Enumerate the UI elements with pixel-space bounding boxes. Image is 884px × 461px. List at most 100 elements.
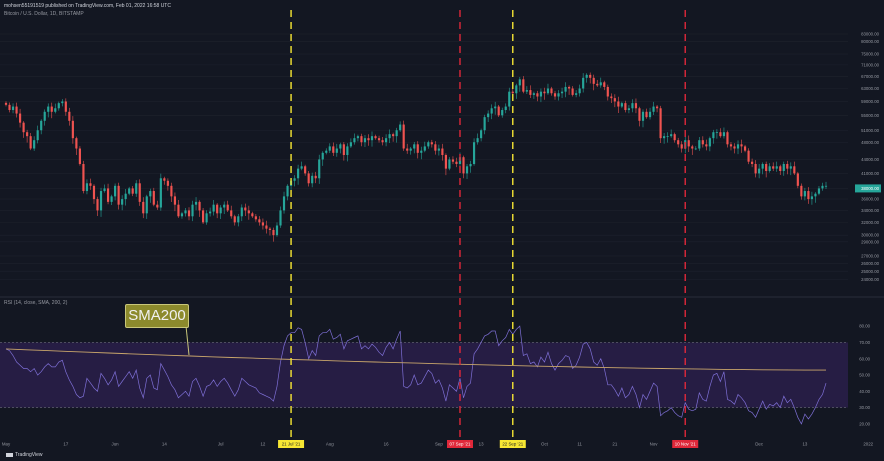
candle-body xyxy=(434,144,437,151)
time-tick-label: Nov xyxy=(650,442,659,447)
candle-body xyxy=(71,120,74,139)
brand-label: TradingView xyxy=(15,452,43,458)
time-axis[interactable]: May 17 Jun 14 Jul 12 Aug 16 Sep 13 Oct 11 21 Nov Dec 13… xyxy=(2,442,884,447)
candle-body xyxy=(209,211,212,214)
candle-body xyxy=(789,166,792,169)
candle-body xyxy=(92,185,96,200)
candle-body xyxy=(268,228,272,230)
candle-body xyxy=(733,146,736,149)
candle-body xyxy=(736,144,740,149)
grid-lines xyxy=(0,33,884,298)
symbol-legend[interactable]: Bitcoin / U.S. Dollar, 1D, BITSTAMP xyxy=(4,11,84,17)
candle-body xyxy=(360,136,363,143)
candle-body xyxy=(631,103,634,109)
candle-body xyxy=(57,103,60,109)
candle-body xyxy=(472,142,476,164)
candle-body xyxy=(532,93,535,95)
candle-body xyxy=(4,102,8,105)
candle-body xyxy=(501,110,504,116)
time-tick-label: 13 xyxy=(479,442,484,447)
candle-body xyxy=(314,175,317,179)
candle-body xyxy=(515,85,518,94)
candle-body xyxy=(286,185,289,197)
price-tick-label: 75000.00 xyxy=(861,52,880,57)
candle-body xyxy=(75,138,78,149)
candle-body xyxy=(230,210,233,217)
time-tick-label: Aug xyxy=(326,442,334,447)
time-tick-label: 16 xyxy=(384,442,389,447)
price-tick-label: 44000.00 xyxy=(861,157,880,162)
candle-body xyxy=(620,103,623,107)
tradingview-logo[interactable]: TradingView xyxy=(6,452,43,458)
candle-body xyxy=(50,106,53,112)
candle-body xyxy=(518,79,521,86)
time-tick-label: Jul xyxy=(218,442,224,447)
event-marker-label: 21 Jul '21 xyxy=(282,442,301,447)
candle-body xyxy=(782,163,785,172)
candle-body xyxy=(349,142,352,147)
candle-body xyxy=(441,148,444,155)
candle-body xyxy=(546,88,550,94)
candle-body xyxy=(233,216,236,223)
candle-body xyxy=(356,136,360,139)
candle-body xyxy=(124,193,127,200)
rsi-band-fill xyxy=(0,342,848,408)
candle-body xyxy=(775,166,778,169)
candle-body xyxy=(416,144,419,153)
candle-body xyxy=(367,138,370,141)
candle-body xyxy=(64,101,67,112)
price-axis[interactable]: 83000.00 80000.00 75000.00 71000.00 67000.00… xyxy=(855,32,881,427)
candle-body xyxy=(480,130,483,139)
candle-body xyxy=(557,93,560,97)
candle-body xyxy=(585,74,588,78)
candle-body xyxy=(803,191,806,197)
rsi-line xyxy=(5,325,827,425)
candle-body xyxy=(768,166,771,172)
rsi-tick-label: 30.00 xyxy=(859,405,870,410)
candle-body xyxy=(26,132,29,137)
candle-body xyxy=(638,108,641,121)
candle-body xyxy=(8,104,11,111)
candle-body xyxy=(701,140,704,145)
candle-body xyxy=(282,196,286,211)
candle-body xyxy=(715,132,718,134)
price-tick-label: 27000.00 xyxy=(861,254,880,259)
candle-body xyxy=(184,210,187,214)
candle-body xyxy=(687,140,690,147)
time-tick-label: Jun xyxy=(112,442,120,447)
tradingview-icon xyxy=(6,452,13,457)
rsi-tick-label: 70.00 xyxy=(859,340,870,345)
time-tick-label: 2022 xyxy=(863,442,873,447)
time-tick-label: 11 xyxy=(577,442,582,447)
candle-body xyxy=(550,88,553,94)
candle-body xyxy=(117,185,120,205)
candle-body xyxy=(392,134,395,137)
candle-body xyxy=(402,124,405,149)
candle-body xyxy=(254,216,257,220)
candle-body xyxy=(194,201,198,205)
time-tick-label: 12 xyxy=(260,442,265,447)
candle-body xyxy=(772,166,775,169)
candle-body xyxy=(18,113,22,123)
price-tick-label: 80000.00 xyxy=(861,39,880,44)
candle-body xyxy=(201,210,205,223)
candle-body xyxy=(758,168,761,174)
candles[interactable] xyxy=(4,72,828,242)
candle-body xyxy=(384,138,388,143)
rsi-tick-label: 60.00 xyxy=(859,356,870,361)
rsi-legend[interactable]: RSI (14, close, SMA, 200, 2) xyxy=(4,300,68,306)
candle-body xyxy=(497,106,500,116)
candle-body xyxy=(219,207,222,214)
rsi-tick-label: 50.00 xyxy=(859,373,870,378)
candle-body xyxy=(761,163,764,169)
candle-body xyxy=(807,191,810,200)
candle-body xyxy=(99,191,103,211)
candle-body xyxy=(163,178,166,181)
candle-body xyxy=(740,144,743,147)
time-tick-label: 21 xyxy=(612,442,617,447)
candle-body xyxy=(142,201,145,214)
candle-body xyxy=(135,183,138,194)
price-tick-label: 71000.00 xyxy=(861,62,880,67)
event-marker-label: 22 Sep '21 xyxy=(502,442,523,447)
price-tick-label: 83000.00 xyxy=(861,32,880,37)
